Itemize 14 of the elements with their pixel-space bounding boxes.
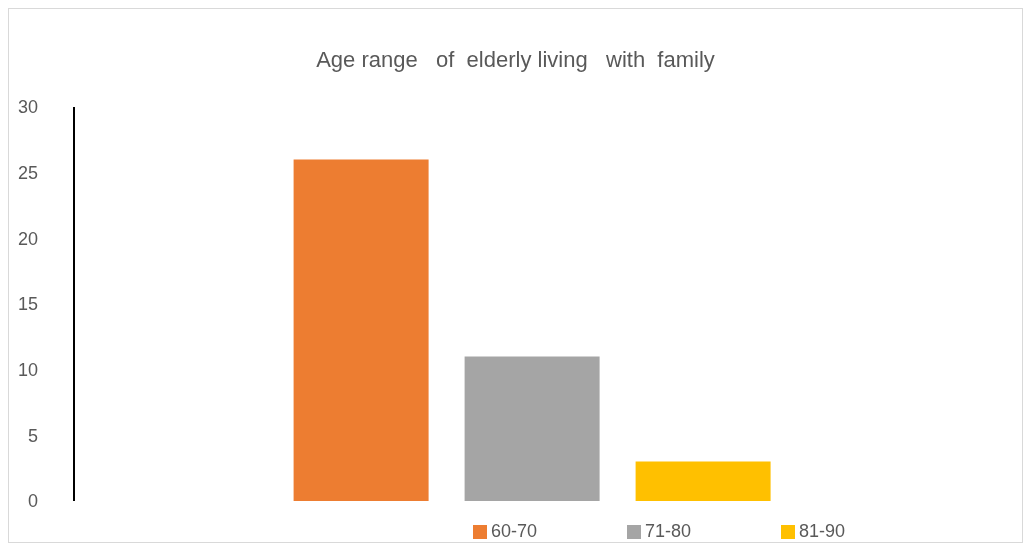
legend-label: 71-80 [644, 521, 692, 541]
y-tick-label: 10 [17, 360, 38, 381]
y-tick-label: 5 [27, 425, 38, 446]
chart-title: Age range of elderly living with family [315, 47, 716, 74]
bar [293, 159, 429, 501]
bar [464, 356, 600, 501]
y-tick-label: 0 [27, 491, 38, 512]
y-tick-label: 25 [17, 163, 38, 184]
bar [635, 461, 771, 501]
y-tick-label: 30 [17, 97, 38, 118]
legend-label: 60-70 [490, 521, 537, 541]
legend-label: 81-90 [799, 521, 846, 541]
y-tick-label: 15 [17, 294, 38, 315]
y-tick-label: 20 [17, 228, 38, 249]
